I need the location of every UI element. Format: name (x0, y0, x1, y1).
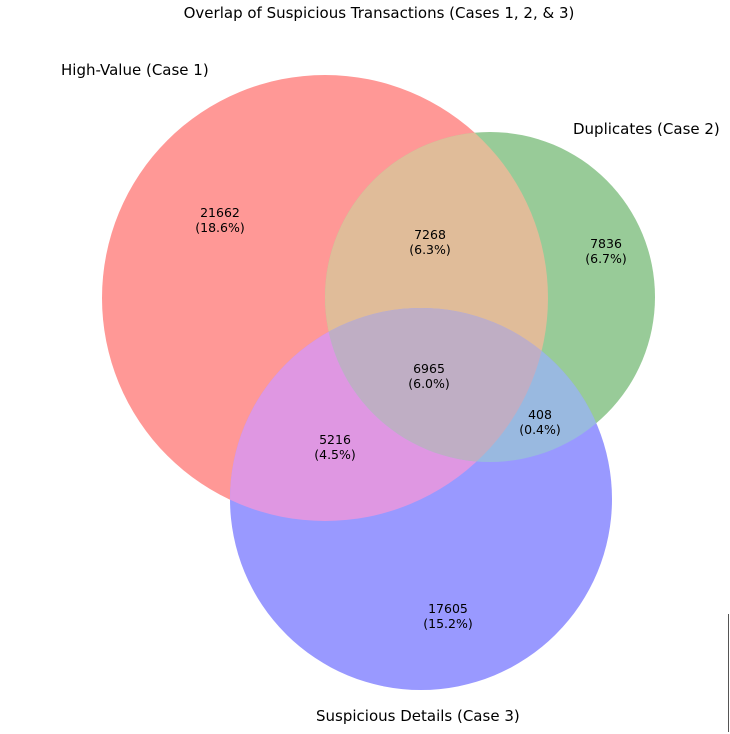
region-percent: (0.4%) (519, 422, 561, 437)
set-label-case3: Suspicious Details (Case 3) (316, 707, 520, 725)
region-only-case1: 21662 (18.6%) (195, 205, 244, 235)
region-case1-case2: 7268 (6.3%) (409, 227, 451, 257)
region-case1-case3: 5216 (4.5%) (314, 432, 356, 462)
region-percent: (18.6%) (195, 220, 244, 235)
region-percent: (15.2%) (423, 616, 472, 631)
region-count: 5216 (319, 432, 351, 447)
region-count: 21662 (200, 205, 240, 220)
chart-title: Overlap of Suspicious Transactions (Case… (184, 4, 575, 22)
region-count: 17605 (428, 601, 468, 616)
region-case2-case3: 408 (0.4%) (519, 407, 561, 437)
region-count: 7836 (590, 236, 622, 251)
region-all-three: 6965 (6.0%) (408, 361, 450, 391)
set-label-case2: Duplicates (Case 2) (573, 120, 720, 138)
region-percent: (6.3%) (409, 242, 451, 257)
region-percent: (4.5%) (314, 447, 356, 462)
region-only-case2: 7836 (6.7%) (585, 236, 627, 266)
region-percent: (6.0%) (408, 376, 450, 391)
set-label-case1: High-Value (Case 1) (61, 61, 209, 79)
region-count: 7268 (414, 227, 446, 242)
region-count: 408 (528, 407, 552, 422)
region-count: 6965 (413, 361, 445, 376)
region-percent: (6.7%) (585, 251, 627, 266)
region-only-case3: 17605 (15.2%) (423, 601, 472, 631)
frame-edge-line (728, 614, 729, 732)
